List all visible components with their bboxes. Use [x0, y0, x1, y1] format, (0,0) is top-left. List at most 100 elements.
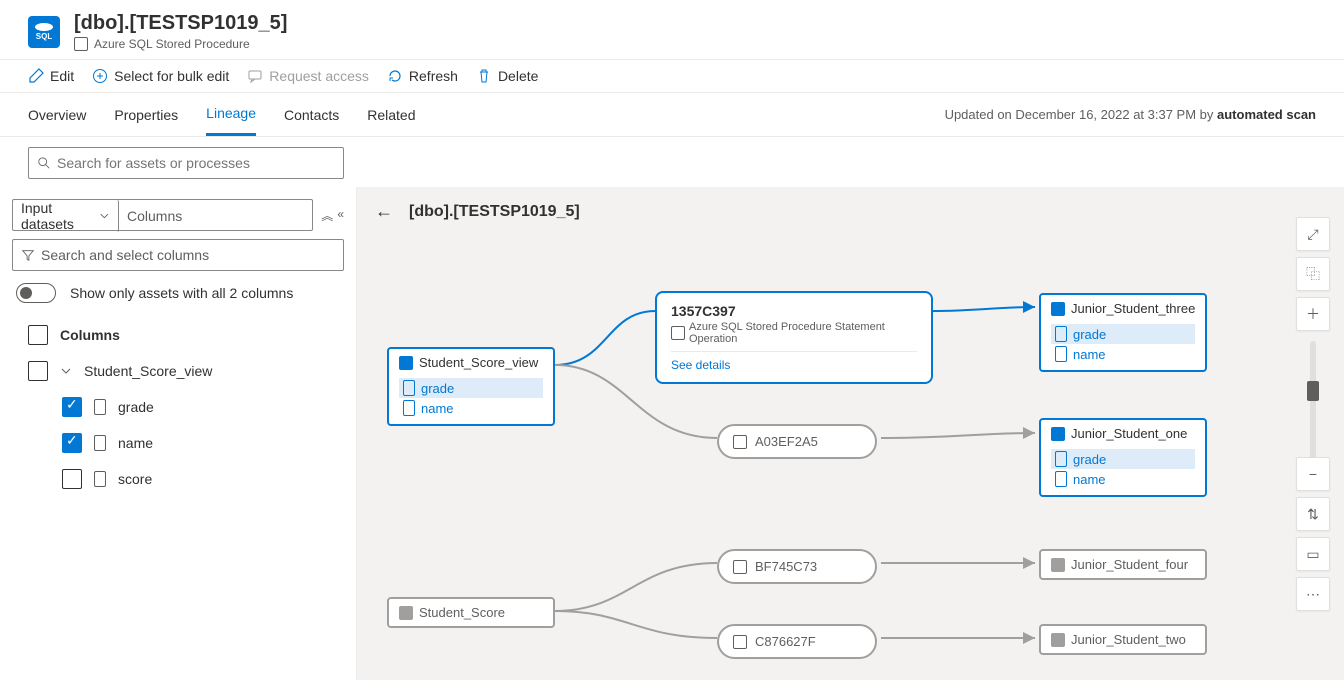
node-label: Junior_Student_three	[1071, 301, 1195, 316]
asset-search-input[interactable]	[57, 155, 335, 171]
page-header: SQL [dbo].[TESTSP1019_5] Azure SQL Store…	[0, 0, 1344, 60]
canvas-controls-top: ⤢ ⿻ ＋	[1296, 217, 1330, 475]
col-label: score	[118, 471, 152, 487]
tree-col-name[interactable]: name	[12, 425, 344, 461]
updated-text: Updated on December 16, 2022 at 3:37 PM …	[945, 107, 1316, 122]
minimap-icon[interactable]: ▭	[1296, 537, 1330, 571]
more-icon[interactable]: ⋯	[1296, 577, 1330, 611]
checkbox[interactable]	[62, 433, 82, 453]
filter-icon	[21, 248, 35, 262]
graph: Student_Score_view grade name Student_Sc…	[357, 237, 1344, 680]
node-label: BF745C73	[755, 559, 817, 574]
checkbox[interactable]	[28, 361, 48, 381]
column-icon	[403, 400, 415, 416]
tab-related[interactable]: Related	[367, 95, 415, 135]
sql-icon	[1051, 302, 1065, 316]
show-only-toggle[interactable]	[16, 283, 56, 303]
collapse-up-icon[interactable]: ︽	[321, 207, 333, 224]
request-access-button: Request access	[247, 68, 369, 84]
op-c876627f[interactable]: C876627F	[717, 624, 877, 659]
procedure-icon	[74, 37, 88, 51]
node-col-name[interactable]: name	[1051, 344, 1195, 364]
search-icon	[37, 156, 51, 170]
chat-icon	[247, 68, 263, 84]
column-icon	[94, 435, 106, 451]
node-col-name[interactable]: name	[399, 398, 543, 418]
node-label: A03EF2A5	[755, 434, 818, 449]
procedure-icon	[671, 326, 685, 340]
edit-button[interactable]: Edit	[28, 68, 74, 84]
op-1357c397[interactable]: 1357C397 Azure SQL Stored Procedure Stat…	[655, 291, 933, 384]
node-junior-student-one[interactable]: Junior_Student_one grade name	[1039, 418, 1207, 497]
checkbox[interactable]	[62, 469, 82, 489]
bulk-edit-button[interactable]: Select for bulk edit	[92, 68, 229, 84]
node-label: Student_Score_view	[419, 355, 538, 370]
dataset-dropdown[interactable]: Input datasets	[13, 200, 119, 232]
tree-col-grade[interactable]: grade	[12, 389, 344, 425]
node-col-name[interactable]: name	[1051, 469, 1195, 489]
column-icon	[94, 399, 106, 415]
sql-icon	[399, 356, 413, 370]
lineage-canvas[interactable]: ← [dbo].[TESTSP1019_5]	[357, 187, 1344, 680]
expand-icon[interactable]: ⤢	[1296, 217, 1330, 251]
node-junior-student-four[interactable]: Junior_Student_four	[1039, 549, 1207, 580]
tab-contacts[interactable]: Contacts	[284, 95, 339, 135]
request-label: Request access	[269, 68, 369, 84]
sql-icon	[1051, 427, 1065, 441]
node-label: C876627F	[755, 634, 816, 649]
asset-search[interactable]	[28, 147, 344, 179]
zoom-in-button[interactable]: ＋	[1296, 297, 1330, 331]
column-icon	[1055, 346, 1067, 362]
edit-label: Edit	[50, 68, 74, 84]
node-col-grade[interactable]: grade	[1051, 449, 1195, 469]
chevron-down-icon	[60, 365, 72, 377]
op-bf745c73[interactable]: BF745C73	[717, 549, 877, 584]
fit-icon[interactable]: ⿻	[1296, 257, 1330, 291]
refresh-icon	[387, 68, 403, 84]
node-col-grade[interactable]: grade	[399, 378, 543, 398]
back-arrow-icon[interactable]: ←	[375, 201, 393, 222]
zoom-slider[interactable]	[1310, 341, 1316, 471]
tree-header-row: Columns	[12, 317, 344, 353]
column-tree: Columns Student_Score_view grade name sc	[12, 317, 344, 497]
bulk-label: Select for bulk edit	[114, 68, 229, 84]
collapse-left-icon[interactable]: «	[337, 207, 344, 224]
procedure-icon	[733, 560, 747, 574]
sql-icon	[1051, 633, 1065, 647]
checkbox[interactable]	[28, 325, 48, 345]
canvas-title: [dbo].[TESTSP1019_5]	[409, 203, 580, 221]
node-student-score-view[interactable]: Student_Score_view grade name	[387, 347, 555, 426]
column-icon	[1055, 471, 1067, 487]
col-label: name	[118, 435, 153, 451]
page-title: [dbo].[TESTSP1019_5]	[74, 12, 287, 35]
tree-col-score[interactable]: score	[12, 461, 344, 497]
delete-button[interactable]: Delete	[476, 68, 538, 84]
tab-lineage[interactable]: Lineage	[206, 93, 256, 136]
sql-icon	[1051, 558, 1065, 572]
node-student-score[interactable]: Student_Score	[387, 597, 555, 628]
column-icon	[1055, 326, 1067, 342]
sql-icon	[399, 606, 413, 620]
checkbox[interactable]	[62, 397, 82, 417]
plus-circle-icon	[92, 68, 108, 84]
tab-overview[interactable]: Overview	[28, 95, 86, 135]
layout-icon[interactable]: ⇅	[1296, 497, 1330, 531]
tree-group[interactable]: Student_Score_view	[12, 353, 344, 389]
tab-properties[interactable]: Properties	[114, 95, 178, 135]
node-col-grade[interactable]: grade	[1051, 324, 1195, 344]
node-label: Junior_Student_one	[1071, 426, 1187, 441]
op-a03ef2a5[interactable]: A03EF2A5	[717, 424, 877, 459]
op-sub: Azure SQL Stored Procedure Statement Ope…	[689, 321, 917, 345]
node-junior-student-three[interactable]: Junior_Student_three grade name	[1039, 293, 1207, 372]
node-junior-student-two[interactable]: Junior_Student_two	[1039, 624, 1207, 655]
refresh-button[interactable]: Refresh	[387, 68, 458, 84]
group-label: Student_Score_view	[84, 363, 212, 379]
zoom-out-button[interactable]: −	[1296, 457, 1330, 491]
chevron-down-icon	[99, 210, 110, 222]
column-icon	[94, 471, 106, 487]
sql-icon: SQL	[28, 16, 60, 48]
see-details-link[interactable]: See details	[671, 351, 917, 372]
column-search[interactable]: Search and select columns	[12, 239, 344, 271]
canvas-controls-bottom: − ⇅ ▭ ⋯	[1296, 457, 1330, 611]
refresh-label: Refresh	[409, 68, 458, 84]
